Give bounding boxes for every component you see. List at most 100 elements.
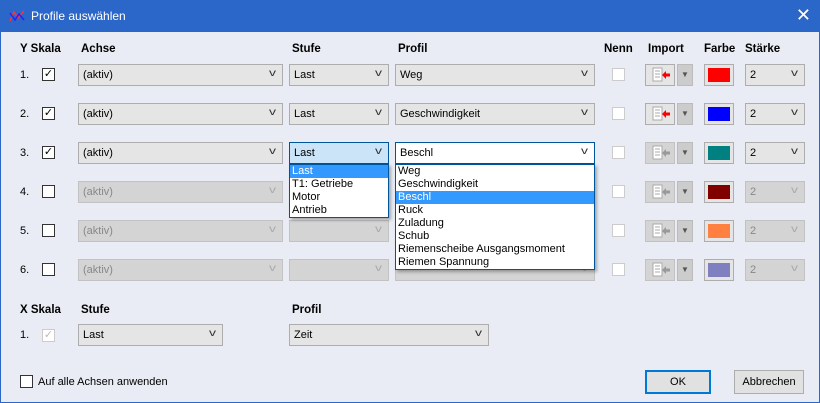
dropdown-option[interactable]: Riemen Spannung (398, 256, 490, 268)
staerke-combo-value: 2 (750, 108, 757, 120)
achse-combo-value: (aktiv) (83, 264, 113, 276)
color-swatch (708, 185, 730, 199)
staerke-combo-value: 2 (750, 186, 757, 198)
achse-header: Achse (81, 43, 116, 55)
x-stufe-combo[interactable]: Last v (78, 324, 223, 346)
achse-combo[interactable]: (aktiv) v (78, 142, 283, 164)
color-picker-button[interactable] (704, 220, 734, 242)
import-button (645, 181, 675, 203)
profil-combo[interactable]: Geschwindigkeit v (395, 103, 595, 125)
stufe-dropdown-list[interactable]: Last T1: Getriebe Motor Antrieb (289, 164, 389, 218)
chevron-down-icon: v (375, 263, 382, 274)
y-skala-checkbox[interactable]: ✓ (42, 68, 55, 81)
chevron-down-icon: v (791, 146, 798, 157)
y-skala-checkbox[interactable]: ✓ (42, 146, 55, 159)
dropdown-option[interactable]: Weg (398, 165, 421, 177)
dropdown-option[interactable]: Last (290, 165, 388, 178)
dropdown-option[interactable]: Geschwindigkeit (398, 178, 479, 190)
y-skala-checkbox[interactable] (42, 185, 55, 198)
color-swatch (708, 107, 730, 121)
staerke-combo-value: 2 (750, 264, 757, 276)
cancel-button[interactable]: Abbrechen (734, 370, 804, 394)
import-dropdown-arrow-icon[interactable]: ▼ (677, 103, 693, 125)
y-skala-checkbox[interactable]: ✓ (42, 107, 55, 120)
ok-button[interactable]: OK (645, 370, 711, 394)
import-dropdown-arrow-icon: ▼ (677, 259, 693, 281)
stufe-combo[interactable]: Last v (289, 64, 389, 86)
import-table-icon (652, 106, 670, 121)
chevron-down-icon: v (581, 146, 588, 157)
x-skala-header: X Skala (20, 304, 61, 316)
close-icon[interactable]: ✕ (795, 5, 811, 25)
achse-combo: (aktiv) v (78, 220, 283, 242)
x-stufe-header: Stufe (81, 304, 110, 316)
apply-all-checkbox[interactable] (20, 375, 33, 388)
color-swatch (708, 263, 730, 277)
chevron-down-icon: v (791, 107, 798, 118)
dropdown-option[interactable]: Ruck (398, 204, 424, 216)
chevron-down-icon: v (475, 328, 482, 339)
stufe-combo[interactable]: Last v (289, 103, 389, 125)
import-dropdown-arrow-icon: ▼ (677, 142, 693, 164)
dropdown-option[interactable]: Zuladung (398, 217, 444, 229)
dropdown-option[interactable]: Schub (398, 230, 430, 242)
import-table-icon (652, 184, 670, 199)
import-dropdown-arrow-icon[interactable]: ▼ (677, 64, 693, 86)
nenn-checkbox[interactable] (612, 263, 625, 276)
achse-combo: (aktiv) v (78, 259, 283, 281)
title-bar: Profile auswählen ✕ (1, 1, 820, 32)
dropdown-option[interactable]: Motor (292, 191, 321, 203)
nenn-checkbox[interactable] (612, 68, 625, 81)
color-picker-button[interactable] (704, 259, 734, 281)
nenn-checkbox[interactable] (612, 146, 625, 159)
chevron-down-icon: v (269, 68, 276, 79)
dropdown-option[interactable]: T1: Getriebe (292, 178, 354, 190)
row-number: 6. (20, 264, 30, 276)
stufe-header: Stufe (292, 43, 321, 55)
profil-header: Profil (398, 43, 428, 55)
achse-combo[interactable]: (aktiv) v (78, 103, 283, 125)
profil-combo-value: Geschwindigkeit (400, 108, 481, 120)
y-skala-checkbox[interactable] (42, 224, 55, 237)
achse-combo[interactable]: (aktiv) v (78, 64, 283, 86)
chevron-down-icon: v (791, 68, 798, 79)
x-row-number: 1. (20, 329, 30, 341)
dropdown-option[interactable]: Beschl (396, 191, 594, 204)
nenn-checkbox[interactable] (612, 185, 625, 198)
dropdown-option[interactable]: Antrieb (292, 204, 327, 216)
color-picker-button[interactable] (704, 103, 734, 125)
profil-combo-value: Weg (400, 69, 423, 81)
import-button[interactable] (645, 64, 675, 86)
dropdown-option[interactable]: Riemenscheibe Ausgangsmoment (398, 243, 565, 255)
profil-combo[interactable]: Weg v (395, 64, 595, 86)
nenn-checkbox[interactable] (612, 107, 625, 120)
import-button (645, 259, 675, 281)
profil-combo[interactable]: Beschl v (395, 142, 595, 164)
apply-all-label: Auf alle Achsen anwenden (38, 376, 168, 388)
x-profil-value: Zeit (294, 329, 313, 341)
x-profil-header: Profil (292, 304, 322, 316)
color-swatch (708, 68, 730, 82)
y-skala-checkbox[interactable] (42, 263, 55, 276)
chevron-down-icon: v (791, 263, 798, 274)
stufe-combo[interactable]: Last v (289, 142, 389, 164)
x-profil-combo[interactable]: Zeit v (289, 324, 489, 346)
color-picker-button[interactable] (704, 181, 734, 203)
import-button (645, 142, 675, 164)
color-picker-button[interactable] (704, 64, 734, 86)
import-button[interactable] (645, 103, 675, 125)
profil-dropdown-list[interactable]: Weg Geschwindigkeit Beschl Ruck Zuladung Schu… (395, 164, 595, 270)
row-number: 1. (20, 69, 30, 81)
import-table-icon (652, 67, 670, 82)
nenn-checkbox[interactable] (612, 224, 625, 237)
import-dropdown-arrow-icon: ▼ (677, 220, 693, 242)
color-picker-button[interactable] (704, 142, 734, 164)
chevron-down-icon: v (581, 68, 588, 79)
stufe-combo: v (289, 259, 389, 281)
